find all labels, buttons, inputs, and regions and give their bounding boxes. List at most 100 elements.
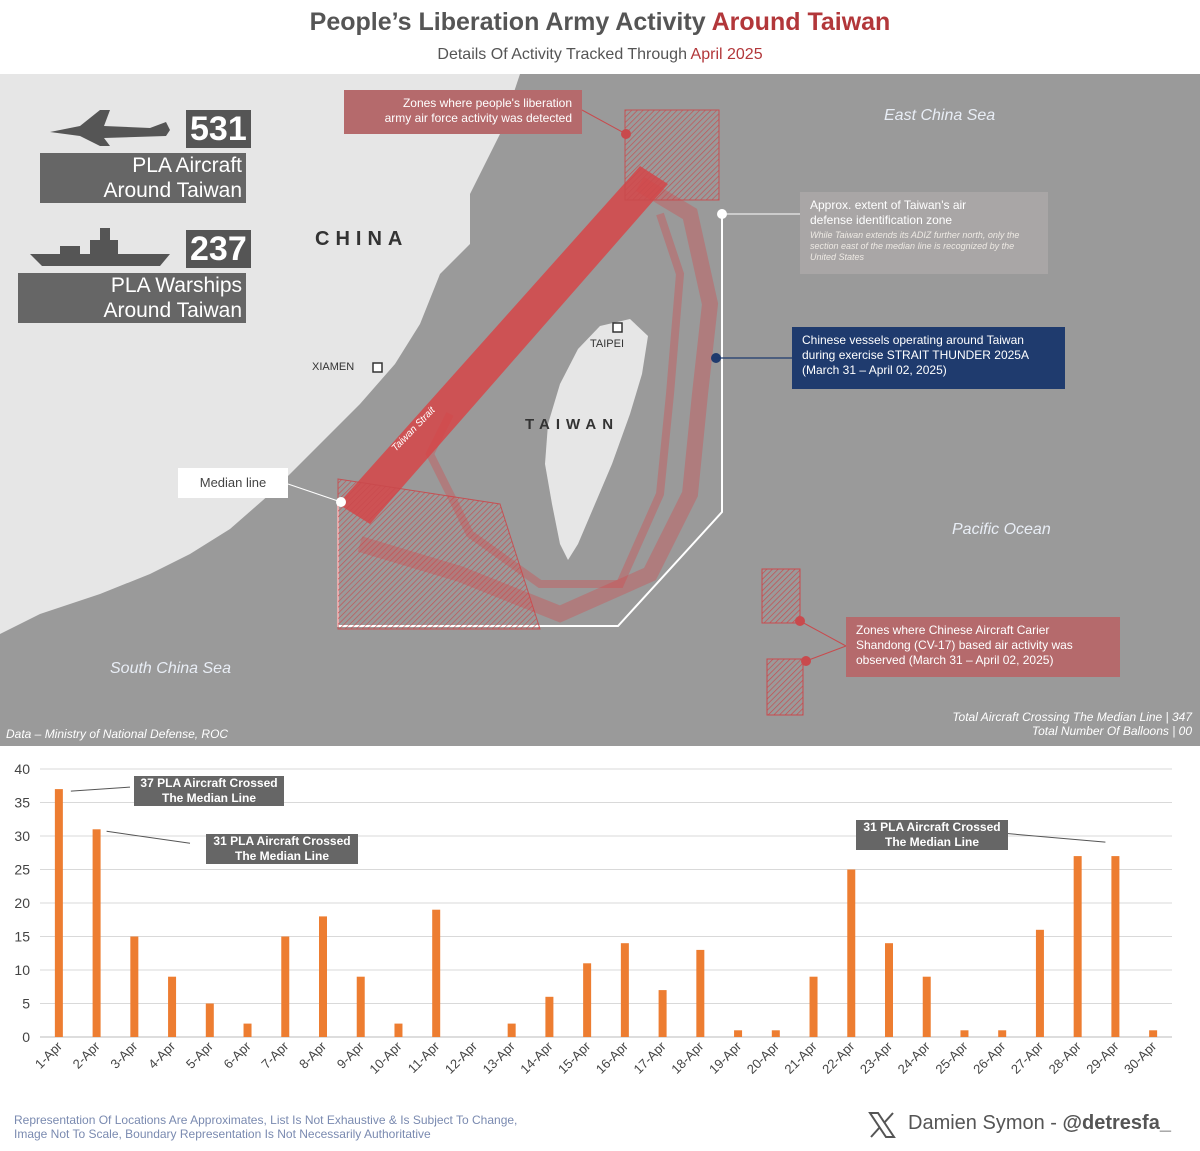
- west-activity-track: [425, 212, 685, 588]
- y-tick-label: 0: [22, 1029, 30, 1045]
- warship-count: 237: [186, 230, 251, 268]
- x-tick-label: 20-Apr: [744, 1038, 783, 1077]
- aircraft-label-line2: Around Taiwan: [103, 179, 242, 202]
- map-panel: 531 PLA Aircraft Detected Around Taiwan …: [0, 74, 1200, 746]
- vessels-note-line2: during exercise STRAIT THUNDER 2025A: [802, 348, 1029, 362]
- x-tick-label: 28-Apr: [1046, 1038, 1085, 1077]
- bar: [92, 829, 101, 1037]
- callout-3-line1: 31 PLA Aircraft Crossed: [863, 820, 1001, 834]
- x-tick-label: 1-Apr: [32, 1038, 66, 1072]
- disclaimer: Representation Of Locations Are Approxim…: [14, 1113, 517, 1141]
- bar: [922, 976, 931, 1037]
- bar: [130, 936, 139, 1037]
- carrier-note-line1: Zones where Chinese Aircraft Carier: [856, 623, 1050, 637]
- page-title: People’s Liberation Army Activity Around…: [0, 8, 1200, 37]
- callout-3-line2: The Median Line: [884, 835, 979, 849]
- bar: [1035, 929, 1044, 1037]
- taipei-label: TAIPEI: [590, 338, 625, 350]
- taiwan-island: [545, 319, 648, 560]
- callout-1-line1: 37 PLA Aircraft Crossed: [140, 776, 278, 790]
- signature: Damien Symon - @detresfa_: [908, 1112, 1171, 1135]
- y-tick-label: 5: [22, 996, 30, 1012]
- bar: [281, 936, 290, 1037]
- x-tick-label: 16-Apr: [593, 1038, 632, 1077]
- author-handle: @detresfa_: [1062, 1112, 1171, 1134]
- callout-29-apr: 31 PLA Aircraft Crossed The Median Line: [856, 820, 1008, 850]
- x-tick-label: 2-Apr: [70, 1038, 104, 1072]
- y-tick-label: 40: [14, 761, 30, 777]
- callout-2-line2: The Median Line: [234, 849, 329, 863]
- carrier-note-line3: observed (March 31 – April 02, 2025): [856, 653, 1054, 667]
- x-tick-label: 15-Apr: [555, 1038, 594, 1077]
- adiz-note-line1: Approx. extent of Taiwan's air: [810, 198, 967, 212]
- bar: [545, 996, 554, 1037]
- vessels-note: Chinese vessels operating around Taiwan …: [792, 327, 1065, 389]
- x-tick-label: 25-Apr: [932, 1038, 971, 1077]
- taipei-marker: [612, 322, 623, 333]
- vessels-note-line1: Chinese vessels operating around Taiwan: [802, 333, 1024, 347]
- china-landmass: [0, 74, 520, 634]
- bar: [583, 963, 592, 1037]
- bar: [734, 1030, 743, 1037]
- bar: [205, 1003, 214, 1037]
- carrier-zone-1: [761, 568, 801, 624]
- median-crossing-total: Total Aircraft Crossing The Median Line …: [952, 710, 1192, 724]
- bar: [998, 1030, 1007, 1037]
- map-graphic: [0, 74, 847, 716]
- bar: [1149, 1030, 1158, 1037]
- adiz-note: Approx. extent of Taiwan's air defense i…: [800, 192, 1048, 274]
- subtitle-main: Details Of Activity Tracked Through: [437, 46, 691, 63]
- aircraft-icon: [50, 110, 170, 146]
- adiz-note-sub: While Taiwan extends its ADIZ further no…: [810, 230, 1020, 262]
- xiamen-label: XIAMEN: [312, 361, 355, 373]
- bar: [243, 1023, 252, 1037]
- callout-leader: [1003, 832, 1106, 843]
- x-tick-label: 7-Apr: [258, 1038, 292, 1072]
- page-subtitle: Details Of Activity Tracked Through Apri…: [0, 46, 1200, 64]
- title-main: People’s Liberation Army Activity: [309, 8, 712, 36]
- y-tick-label: 10: [14, 962, 30, 978]
- southwest-activity-zone: [337, 478, 541, 630]
- x-tick-label: 27-Apr: [1008, 1038, 1047, 1077]
- bar: [771, 1030, 780, 1037]
- y-tick-label: 20: [14, 895, 30, 911]
- vessels-note-line3: (March 31 – April 02, 2025): [802, 363, 947, 377]
- median-line-note: Median line: [178, 468, 288, 498]
- x-tick-label: 11-Apr: [405, 1038, 443, 1076]
- adiz-note-line2: defense identification zone: [810, 213, 953, 227]
- disclaimer-line2: Image Not To Scale, Boundary Representat…: [14, 1127, 431, 1141]
- x-tick-label: 13-Apr: [480, 1038, 519, 1077]
- median-line-zone: [338, 166, 668, 524]
- data-source: Data – Ministry of National Defense, ROC: [6, 727, 229, 741]
- x-tick-label: 30-Apr: [1121, 1038, 1160, 1077]
- x-tick-label: 3-Apr: [107, 1038, 141, 1072]
- y-tick-label: 25: [14, 862, 30, 878]
- warship-label-2: Around Taiwan: [96, 298, 246, 323]
- bar: [319, 916, 327, 1037]
- bar: [658, 990, 667, 1037]
- bar: [394, 1023, 403, 1037]
- carrier-note-line2: Shandong (CV-17) based air activity was: [856, 638, 1073, 652]
- title-accent: Around Taiwan: [711, 8, 891, 36]
- bar: [507, 1023, 516, 1037]
- callout-1-apr: 37 PLA Aircraft Crossed The Median Line: [134, 776, 284, 806]
- subtitle-accent: April 2025: [690, 46, 763, 63]
- east-activity-track: [357, 177, 719, 623]
- bar: [885, 943, 893, 1037]
- bar: [1111, 856, 1120, 1037]
- header: People’s Liberation Army Activity Around…: [0, 0, 1200, 74]
- bar: [1073, 856, 1082, 1037]
- bar: [432, 909, 441, 1037]
- xiamen-marker: [372, 362, 383, 373]
- bar-chart-svg: 0 5 10 15 20 25 30 35 40 1-Apr 2-Apr 3-Apr 4-Apr 5-Ap…: [14, 761, 1172, 1077]
- x-logo-icon: [868, 1112, 896, 1138]
- x-tick-label: 21-Apr: [781, 1038, 820, 1077]
- callout-2-apr: 31 PLA Aircraft Crossed The Median Line: [206, 834, 358, 864]
- x-tick-label: 23-Apr: [857, 1038, 896, 1077]
- carrier-zone-2: [766, 658, 804, 716]
- x-tick-label: 6-Apr: [221, 1038, 255, 1072]
- bar: [356, 976, 365, 1037]
- x-tick-label: 12-Apr: [442, 1038, 481, 1077]
- warship-icon: [30, 228, 170, 266]
- x-tick-label: 19-Apr: [706, 1038, 745, 1077]
